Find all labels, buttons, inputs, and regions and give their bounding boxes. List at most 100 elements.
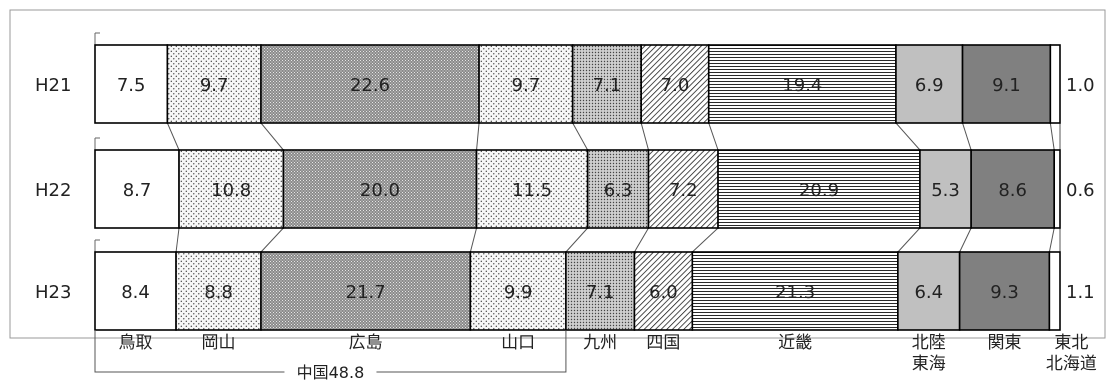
data-label: 8.8 bbox=[204, 282, 233, 303]
data-label: 8.6 bbox=[998, 180, 1027, 201]
bar-segment bbox=[175, 251, 262, 331]
bar-segment bbox=[475, 149, 589, 229]
data-label: 1.1 bbox=[1066, 282, 1095, 303]
data-label: 5.3 bbox=[931, 180, 960, 201]
bar-segment bbox=[565, 251, 636, 331]
category-label: 東北 bbox=[1054, 333, 1088, 353]
bar-segment bbox=[970, 149, 1056, 229]
data-label: 20.0 bbox=[360, 180, 400, 201]
data-label: 9.7 bbox=[200, 75, 229, 96]
data-label: 7.1 bbox=[586, 282, 615, 303]
category-label: 関東 bbox=[988, 333, 1022, 353]
data-label: 20.9 bbox=[799, 180, 839, 201]
bar-segment bbox=[166, 44, 262, 124]
connector-line bbox=[469, 227, 478, 253]
bar-segment bbox=[571, 44, 642, 124]
data-label: 22.6 bbox=[350, 75, 390, 96]
bracket-label-bg bbox=[284, 361, 377, 381]
connector-line bbox=[260, 122, 284, 151]
data-label: 9.9 bbox=[504, 282, 533, 303]
bar-segment bbox=[707, 44, 897, 124]
bar-segment bbox=[178, 149, 285, 229]
data-label: 21.3 bbox=[775, 282, 815, 303]
row-labels: H21 H22 H23 bbox=[35, 75, 71, 303]
connector-line bbox=[260, 227, 284, 253]
bar-segment bbox=[1053, 149, 1061, 229]
connector-line bbox=[962, 122, 972, 151]
bar-segment bbox=[691, 251, 899, 331]
bar-segment bbox=[469, 251, 567, 331]
connector-line bbox=[175, 227, 180, 253]
data-label: 8.7 bbox=[123, 180, 152, 201]
bar-segment bbox=[282, 149, 478, 229]
connector-line bbox=[691, 227, 719, 253]
row-label: H22 bbox=[35, 180, 71, 201]
bar-segment bbox=[1049, 44, 1061, 124]
connector-line bbox=[565, 227, 589, 253]
category-label: 北陸 bbox=[912, 333, 946, 353]
plot-frame bbox=[9, 9, 1106, 339]
data-label: 19.4 bbox=[782, 75, 822, 96]
bar-segment bbox=[640, 44, 710, 124]
connector-line bbox=[476, 122, 480, 151]
category-label: 九州 bbox=[583, 333, 617, 353]
value-labels: 7.5 9.7 22.6 9.7 7.1 7.0 19.4 6.9 9.1 1.0 8.7 10.8 2… bbox=[117, 75, 1095, 303]
connector-line bbox=[959, 227, 972, 253]
data-label: 6.0 bbox=[649, 282, 678, 303]
data-label: 7.5 bbox=[117, 75, 146, 96]
data-label: 7.2 bbox=[669, 180, 698, 201]
bar-segment bbox=[478, 44, 574, 124]
bar-segment bbox=[647, 149, 719, 229]
bar-segment bbox=[94, 149, 180, 229]
category-label: 山口 bbox=[501, 333, 535, 353]
connector-line bbox=[640, 122, 649, 151]
data-label: 6.4 bbox=[914, 282, 943, 303]
category-label: 広島 bbox=[349, 333, 383, 353]
category-label: 近畿 bbox=[778, 333, 812, 353]
bar-segment bbox=[1048, 251, 1061, 331]
data-label: 9.3 bbox=[990, 282, 1019, 303]
connector-line bbox=[572, 122, 589, 151]
data-label: 7.0 bbox=[661, 75, 690, 96]
row-label: H21 bbox=[35, 75, 71, 96]
category-label: 四国 bbox=[646, 333, 680, 353]
connector-line bbox=[1049, 122, 1055, 151]
connector-line bbox=[897, 227, 921, 253]
bar-segment bbox=[260, 44, 480, 124]
connector-line bbox=[895, 122, 921, 151]
data-label: 9.7 bbox=[512, 75, 541, 96]
data-label: 6.3 bbox=[604, 180, 633, 201]
data-label: 6.9 bbox=[915, 75, 944, 96]
connector-line bbox=[634, 227, 649, 253]
connector-line bbox=[708, 122, 719, 151]
bar-segment bbox=[961, 44, 1052, 124]
data-label: 9.1 bbox=[992, 75, 1021, 96]
category-label: 岡山 bbox=[202, 333, 236, 353]
data-label: 10.8 bbox=[211, 180, 251, 201]
category-label: 鳥取 bbox=[119, 333, 153, 353]
category-label: 東海 bbox=[912, 354, 946, 374]
bar-segment bbox=[94, 44, 169, 124]
data-label: 11.5 bbox=[512, 180, 552, 201]
bar-segment bbox=[260, 251, 472, 331]
connector-line bbox=[166, 122, 180, 151]
bar-segment bbox=[919, 149, 972, 229]
bar-segment bbox=[958, 251, 1051, 331]
data-label: 8.4 bbox=[121, 282, 150, 303]
connector-line bbox=[1048, 227, 1055, 253]
bar-segment bbox=[94, 251, 177, 331]
connector-lines bbox=[94, 32, 1061, 253]
bars bbox=[94, 44, 1061, 331]
data-label: 21.7 bbox=[346, 282, 386, 303]
bracket-label: 中国48.8 bbox=[297, 363, 365, 381]
bar-segment bbox=[895, 44, 964, 124]
data-label: 1.0 bbox=[1066, 75, 1095, 96]
data-label: 0.6 bbox=[1066, 180, 1095, 201]
data-label: 7.1 bbox=[593, 75, 622, 96]
group-bracket: 中国48.8 bbox=[94, 330, 567, 381]
row-label: H23 bbox=[35, 282, 71, 303]
bar-segment bbox=[717, 149, 921, 229]
category-label: 北海道 bbox=[1046, 354, 1097, 374]
